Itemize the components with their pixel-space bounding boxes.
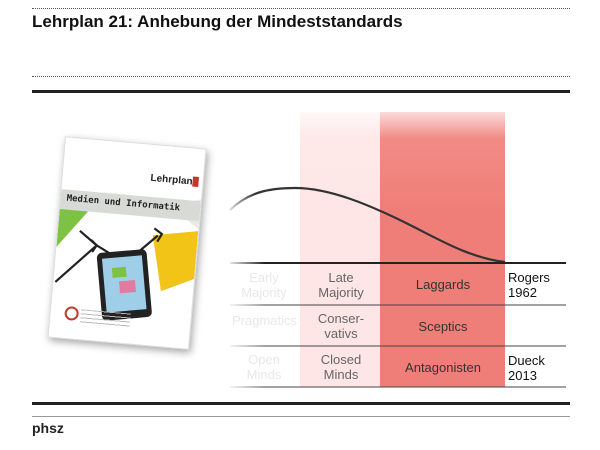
cell-sceptics: Sceptics — [418, 319, 468, 334]
footer-divider — [32, 416, 570, 417]
title-divider — [32, 76, 570, 77]
source-dueck: Dueck 2013 — [508, 353, 545, 383]
top-divider — [32, 8, 570, 9]
smartphone-icon — [96, 249, 152, 321]
cell-laggards: Laggards — [415, 277, 471, 292]
cell-closed-minds: Closed Minds — [320, 352, 362, 382]
adoption-curve — [229, 186, 506, 264]
cell-early-majority: Early Majority — [241, 270, 287, 300]
cell-conservativs: Conser-vativs — [317, 311, 365, 341]
page-title: Lehrplan 21: Anhebung der Mindeststandar… — [32, 12, 403, 31]
cell-open-minds: Open Minds — [246, 352, 282, 382]
diagram-top-rule — [32, 90, 570, 93]
brochure-cover: Lehrplan Medien und Informatik — [47, 136, 207, 350]
source-rogers: Rogers 1962 — [508, 270, 550, 300]
diagram-bottom-rule — [32, 402, 570, 405]
cell-late-majority: Late Majority — [318, 270, 364, 300]
footer-label: phsz — [32, 420, 64, 436]
cell-antagonisten: Antagonisten — [405, 360, 481, 375]
brochure-artwork — [54, 199, 202, 321]
cell-pragmatics: Pragmatics — [232, 313, 298, 328]
